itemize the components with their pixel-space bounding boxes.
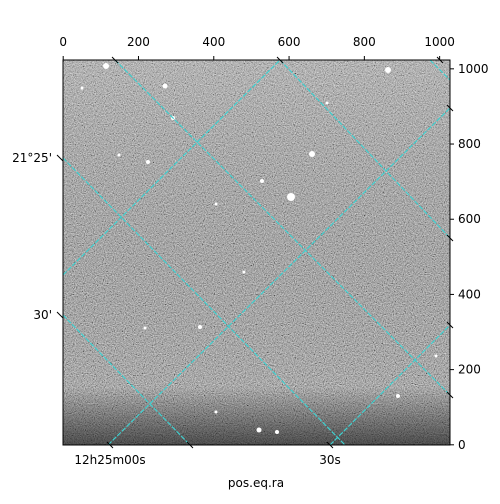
frame — [62, 59, 451, 446]
world-tick — [56, 311, 64, 319]
world-tick — [436, 56, 444, 64]
y-tick-label: 200 — [458, 363, 481, 377]
y-tick-label: 1000 — [458, 62, 489, 76]
image — [63, 60, 450, 445]
world-tick — [56, 154, 64, 162]
world-tick — [446, 234, 454, 242]
world-tick — [446, 391, 454, 399]
x-tick-label: 200 — [127, 35, 150, 49]
y-tick-label: 800 — [458, 137, 481, 151]
y-tick-label: 600 — [458, 212, 481, 226]
world-tick — [186, 441, 194, 449]
ra-tick-label: 30s — [319, 453, 341, 467]
world-tick — [111, 56, 119, 64]
y-tick-label: 0 — [458, 438, 466, 452]
world-tick — [326, 441, 334, 449]
y-tick-label: 400 — [458, 287, 481, 301]
dec-tick-label: 21°25' — [12, 151, 52, 165]
x-axis-label: pos.eq.ra — [228, 476, 284, 490]
world-tick — [276, 56, 284, 64]
x-tick-label: 400 — [202, 35, 225, 49]
world-tick — [446, 321, 454, 329]
ra-tick-label: 12h25m00s — [74, 453, 145, 467]
dec-tick-label: 30' — [33, 308, 52, 322]
world-tick — [106, 441, 114, 449]
x-tick-label: 1000 — [424, 35, 455, 49]
x-tick-label: 0 — [59, 35, 67, 49]
x-tick-label: 800 — [353, 35, 376, 49]
world-tick — [446, 104, 454, 112]
coordinate-grid — [63, 60, 450, 445]
x-tick-label: 600 — [278, 35, 301, 49]
